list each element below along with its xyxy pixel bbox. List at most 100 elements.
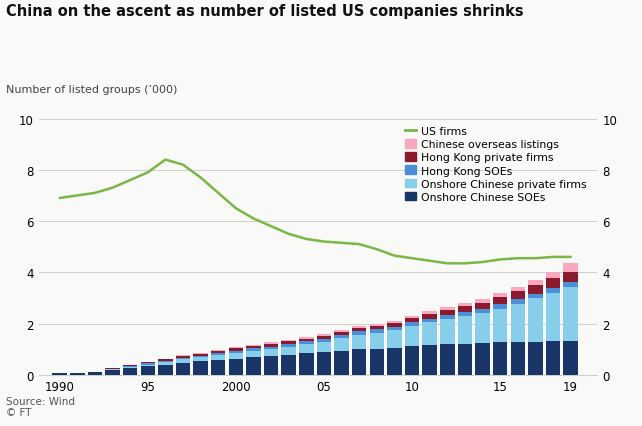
- Bar: [141, 364, 155, 365]
- Bar: [193, 354, 208, 356]
- US firms: [373, 247, 381, 252]
- Bar: [176, 363, 190, 375]
- Bar: [458, 317, 472, 344]
- Bar: [546, 272, 560, 279]
- Bar: [247, 348, 261, 351]
- Bar: [334, 351, 349, 375]
- US firms: [338, 241, 345, 246]
- Bar: [493, 305, 507, 309]
- Bar: [440, 308, 455, 311]
- Bar: [53, 374, 67, 375]
- Bar: [317, 352, 331, 375]
- Bar: [281, 340, 296, 342]
- US firms: [302, 237, 310, 242]
- US firms: [408, 256, 416, 261]
- Bar: [211, 351, 225, 354]
- Bar: [281, 344, 296, 347]
- US firms: [214, 191, 222, 196]
- US firms: [232, 206, 239, 211]
- Bar: [299, 345, 313, 353]
- US firms: [285, 232, 293, 237]
- Bar: [405, 323, 419, 326]
- Bar: [528, 285, 542, 294]
- Bar: [334, 331, 349, 332]
- US firms: [73, 193, 81, 199]
- Bar: [422, 314, 437, 319]
- Bar: [475, 343, 490, 375]
- Bar: [405, 346, 419, 375]
- Bar: [105, 368, 120, 369]
- Bar: [211, 354, 225, 355]
- Bar: [193, 353, 208, 354]
- Bar: [493, 297, 507, 305]
- Bar: [493, 343, 507, 375]
- Bar: [211, 355, 225, 360]
- Bar: [458, 344, 472, 375]
- Bar: [281, 347, 296, 355]
- Bar: [440, 316, 455, 320]
- US firms: [144, 170, 152, 176]
- Bar: [458, 307, 472, 312]
- Bar: [264, 349, 279, 356]
- Bar: [564, 263, 578, 272]
- Bar: [123, 368, 137, 375]
- Bar: [564, 287, 578, 341]
- Bar: [299, 337, 313, 339]
- Bar: [141, 366, 155, 375]
- Bar: [229, 351, 243, 353]
- Bar: [123, 367, 137, 368]
- Bar: [528, 294, 542, 299]
- Bar: [299, 339, 313, 342]
- Bar: [317, 336, 331, 339]
- US firms: [179, 163, 187, 168]
- Bar: [440, 311, 455, 316]
- Bar: [352, 328, 367, 331]
- US firms: [250, 216, 257, 222]
- Bar: [229, 359, 243, 375]
- Bar: [546, 293, 560, 341]
- Bar: [546, 341, 560, 375]
- Bar: [158, 359, 173, 360]
- Bar: [105, 369, 120, 370]
- Bar: [141, 363, 155, 364]
- US firms: [444, 261, 451, 266]
- Bar: [564, 272, 578, 282]
- Bar: [176, 358, 190, 359]
- US firms: [390, 253, 398, 259]
- Bar: [510, 304, 525, 342]
- Bar: [387, 321, 402, 323]
- US firms: [479, 260, 487, 265]
- Bar: [334, 336, 349, 339]
- Bar: [370, 330, 384, 333]
- Bar: [141, 362, 155, 363]
- Bar: [247, 357, 261, 375]
- Bar: [370, 324, 384, 326]
- US firms: [162, 158, 169, 163]
- Bar: [264, 347, 279, 349]
- Bar: [422, 311, 437, 314]
- Bar: [229, 348, 243, 351]
- US firms: [514, 256, 521, 261]
- Bar: [422, 323, 437, 345]
- Bar: [317, 342, 331, 352]
- Bar: [88, 373, 102, 375]
- Bar: [510, 291, 525, 299]
- Bar: [475, 313, 490, 343]
- Bar: [370, 326, 384, 330]
- Bar: [211, 350, 225, 351]
- Bar: [422, 345, 437, 375]
- Bar: [405, 316, 419, 319]
- US firms: [532, 256, 539, 261]
- Text: Source: Wind
© FT: Source: Wind © FT: [6, 396, 75, 417]
- Bar: [510, 342, 525, 375]
- US firms: [320, 239, 328, 245]
- Bar: [105, 370, 120, 375]
- Bar: [281, 342, 296, 344]
- Bar: [528, 299, 542, 342]
- Bar: [387, 323, 402, 327]
- Bar: [440, 320, 455, 345]
- Bar: [193, 357, 208, 362]
- US firms: [461, 261, 469, 266]
- Bar: [405, 319, 419, 323]
- Bar: [370, 349, 384, 375]
